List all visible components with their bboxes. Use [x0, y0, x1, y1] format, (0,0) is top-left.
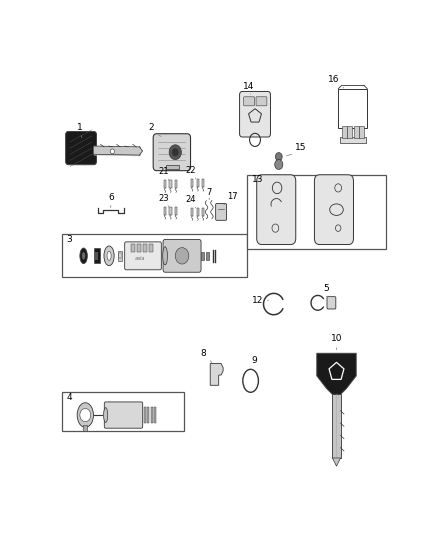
- Ellipse shape: [104, 408, 108, 423]
- Bar: [170, 180, 172, 188]
- FancyBboxPatch shape: [244, 97, 254, 106]
- Ellipse shape: [104, 246, 114, 265]
- Text: 7: 7: [206, 188, 212, 197]
- Bar: [131, 244, 134, 252]
- Bar: [61, 235, 247, 277]
- Text: 13: 13: [251, 175, 263, 184]
- Bar: [149, 244, 153, 252]
- Text: 6: 6: [108, 193, 113, 202]
- Circle shape: [80, 408, 91, 422]
- Circle shape: [276, 152, 282, 161]
- FancyBboxPatch shape: [314, 175, 353, 245]
- Circle shape: [169, 145, 181, 159]
- Bar: [148, 407, 149, 423]
- Text: aala: aala: [134, 256, 145, 261]
- Bar: [201, 252, 204, 260]
- Bar: [170, 207, 172, 215]
- Bar: [339, 88, 367, 127]
- Polygon shape: [210, 364, 223, 385]
- Ellipse shape: [162, 247, 167, 265]
- Bar: [94, 248, 100, 263]
- Text: 16: 16: [328, 76, 340, 84]
- Bar: [332, 394, 341, 458]
- Bar: [117, 251, 122, 261]
- Bar: [340, 136, 366, 143]
- Bar: [175, 207, 177, 215]
- Text: 3: 3: [67, 235, 72, 244]
- FancyBboxPatch shape: [125, 242, 161, 270]
- Text: 8: 8: [201, 349, 206, 358]
- Bar: [197, 208, 199, 216]
- Text: 5: 5: [323, 284, 329, 293]
- Bar: [154, 407, 156, 423]
- Ellipse shape: [82, 252, 85, 260]
- Text: 1: 1: [78, 124, 83, 133]
- FancyBboxPatch shape: [257, 175, 296, 245]
- Text: 24: 24: [185, 195, 196, 204]
- Bar: [151, 407, 153, 423]
- Bar: [247, 175, 386, 248]
- Text: 15: 15: [295, 143, 307, 152]
- Text: 22: 22: [185, 166, 196, 175]
- Ellipse shape: [107, 252, 111, 260]
- Text: 23: 23: [158, 193, 169, 203]
- Bar: [342, 126, 346, 138]
- Text: 10: 10: [331, 334, 342, 343]
- Text: 2: 2: [148, 124, 154, 133]
- Text: 9: 9: [251, 356, 257, 365]
- Text: 4: 4: [67, 393, 72, 402]
- Bar: [83, 425, 87, 431]
- Text: 12: 12: [252, 296, 263, 305]
- Bar: [119, 253, 120, 259]
- Bar: [164, 207, 166, 215]
- Text: 21: 21: [158, 167, 169, 176]
- Bar: [137, 244, 141, 252]
- Bar: [144, 407, 146, 423]
- FancyBboxPatch shape: [256, 97, 267, 106]
- Ellipse shape: [77, 403, 93, 427]
- Bar: [166, 165, 179, 169]
- FancyBboxPatch shape: [327, 297, 336, 309]
- Text: 17: 17: [226, 192, 237, 200]
- FancyBboxPatch shape: [240, 92, 271, 137]
- Circle shape: [275, 159, 283, 169]
- Polygon shape: [317, 353, 356, 394]
- Text: 14: 14: [243, 83, 254, 92]
- Circle shape: [175, 248, 189, 264]
- Bar: [359, 126, 364, 138]
- Bar: [191, 179, 193, 187]
- Ellipse shape: [80, 248, 87, 264]
- FancyBboxPatch shape: [104, 402, 143, 428]
- Circle shape: [172, 148, 179, 156]
- FancyBboxPatch shape: [163, 239, 201, 272]
- FancyBboxPatch shape: [153, 134, 191, 171]
- Bar: [61, 392, 184, 431]
- FancyBboxPatch shape: [215, 204, 226, 220]
- Circle shape: [110, 149, 114, 154]
- Bar: [164, 180, 166, 188]
- Bar: [202, 179, 204, 187]
- Bar: [143, 244, 147, 252]
- Polygon shape: [332, 458, 341, 466]
- FancyBboxPatch shape: [66, 132, 96, 165]
- Bar: [191, 208, 193, 216]
- Bar: [206, 252, 209, 260]
- Bar: [197, 179, 199, 187]
- Bar: [95, 252, 98, 260]
- Bar: [347, 126, 352, 138]
- Bar: [354, 126, 359, 138]
- Bar: [202, 208, 204, 216]
- Bar: [175, 180, 177, 188]
